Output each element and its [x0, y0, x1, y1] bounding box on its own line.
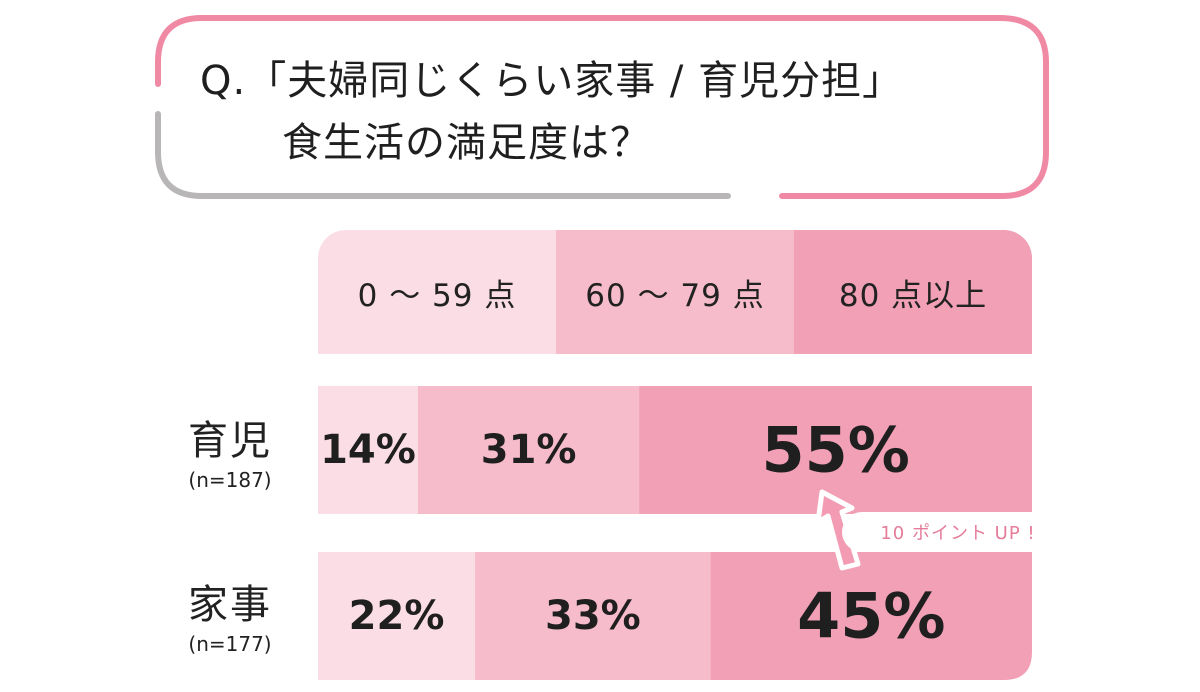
row-label-main: 家事	[188, 582, 272, 628]
question-bubble	[150, 14, 1050, 200]
row-label-main: 育児	[188, 418, 272, 464]
row-label-housework: 家事 (n=177)	[160, 572, 300, 656]
data-label: 45%	[797, 580, 945, 653]
stacked-bar-svg: 22% 33% 45%	[318, 552, 1032, 680]
up-arrow-icon	[815, 489, 861, 571]
data-label: 22%	[349, 593, 445, 639]
callout-label: 10 ポイント UP !	[842, 512, 1074, 552]
stacked-bar-svg: 14% 31% 55%	[318, 386, 1032, 514]
data-label: 55%	[761, 414, 909, 487]
bar-segment	[318, 386, 419, 514]
row-label-n: (n=177)	[188, 632, 272, 656]
question-title-line2: 食生活の満足度は？	[282, 120, 651, 166]
category-label: 80 点以上	[794, 230, 1032, 354]
row-label-n: (n=187)	[188, 468, 272, 492]
bar-segment	[475, 552, 712, 680]
bar-segment	[417, 386, 640, 514]
bubble-outline	[155, 15, 1049, 199]
data-label: 14%	[320, 427, 416, 473]
category-label: 60 〜 79 点	[556, 230, 794, 354]
data-label: 33%	[545, 593, 641, 639]
bar-segment	[639, 386, 1032, 514]
row-label-childcare: 育児 (n=187)	[160, 408, 300, 492]
data-label: 31%	[481, 427, 577, 473]
score-range-header: 0 〜 59 点 60 〜 79 点 80 点以上	[318, 230, 1032, 354]
category-label: 0 〜 59 点	[318, 230, 556, 354]
question-title-line1: Q.「夫婦同じくらい家事 / 育児分担」	[200, 58, 904, 104]
bar-segment	[710, 552, 1032, 680]
bar-segment	[318, 552, 476, 680]
stacked-bar-childcare: 14% 31% 55%	[318, 386, 1032, 514]
stacked-bar-housework: 22% 33% 45%	[318, 552, 1032, 680]
